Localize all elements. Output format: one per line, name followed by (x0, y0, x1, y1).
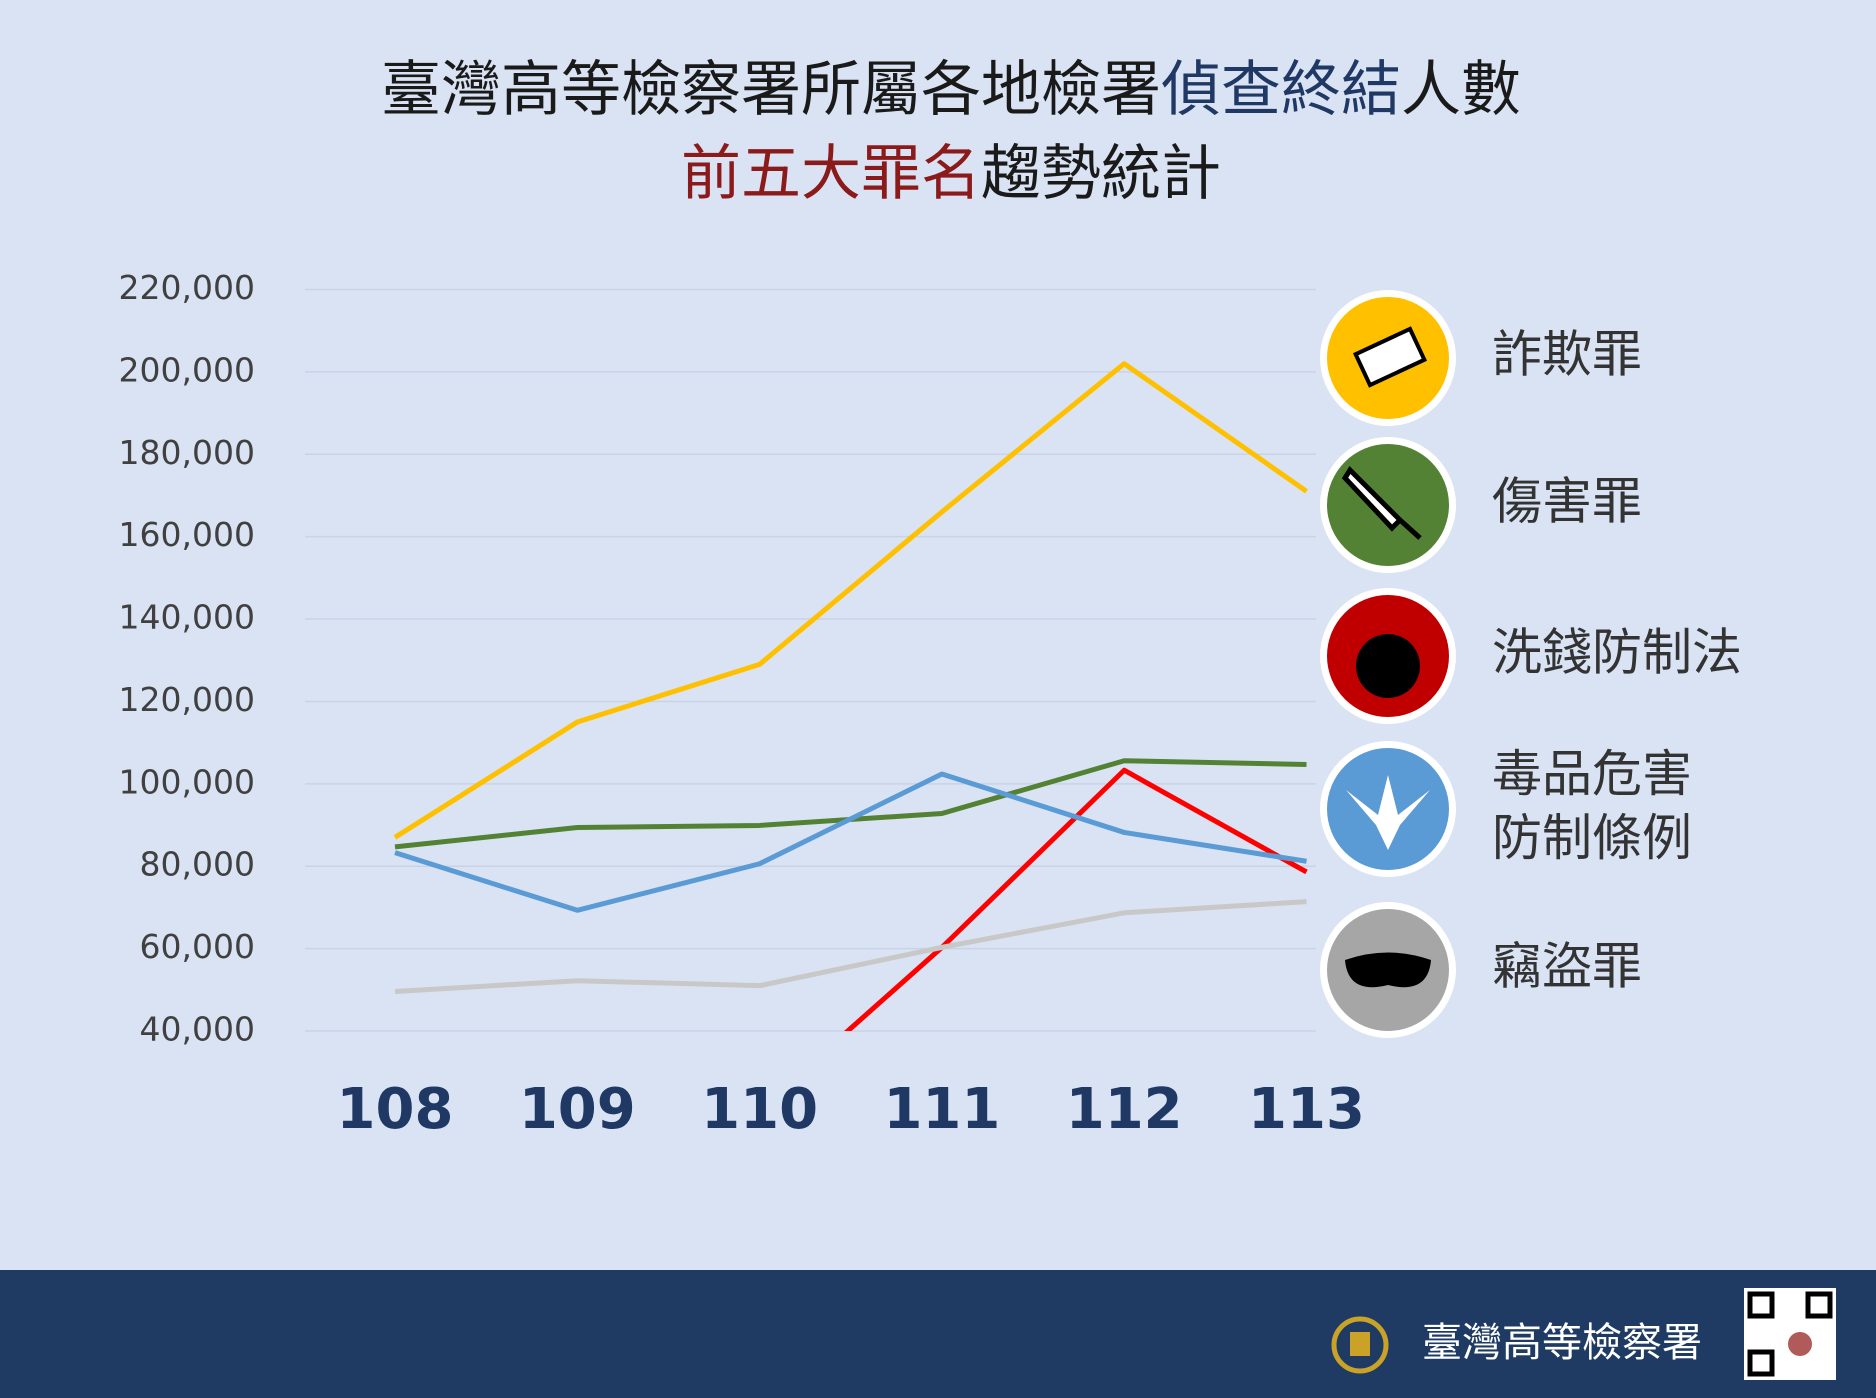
series-line (393, 361, 1308, 840)
footer-org: 臺灣高等檢察署 (1422, 1320, 1702, 1366)
footer-logo (1331, 1316, 1389, 1374)
y-tick-label: 80,000 (140, 845, 255, 884)
series-line (394, 899, 1307, 994)
title-part: 前五大罪名 (681, 139, 981, 209)
title-part: 偵查終結 (1161, 55, 1401, 125)
x-tick-label: 110 (701, 1077, 818, 1142)
series-line (394, 758, 1307, 850)
icon-bag (1356, 634, 1420, 698)
legend-label: 詐欺罪 (1492, 326, 1642, 384)
series-line (843, 767, 1308, 1031)
qr-code (1744, 1288, 1836, 1380)
chart-title: 臺灣高等檢察署所屬各地檢署偵查終結人數 (381, 55, 1521, 125)
legend-label-line: 防制條例 (1492, 809, 1692, 867)
title-part: 趨勢統計 (981, 139, 1221, 209)
chart-title: 前五大罪名趨勢統計 (681, 139, 1221, 209)
y-tick-label: 120,000 (119, 680, 255, 719)
y-tick-label: 200,000 (119, 350, 255, 389)
y-tick-label: 160,000 (119, 515, 255, 554)
y-tick-label: 60,000 (140, 927, 255, 966)
icon-bill (1352, 326, 1428, 388)
y-tick-label: 100,000 (119, 762, 255, 801)
y-tick-label: 180,000 (119, 433, 255, 472)
x-tick-label: 111 (883, 1077, 1000, 1142)
x-tick-label: 108 (337, 1077, 454, 1142)
y-tick-label: 140,000 (119, 598, 255, 637)
icon-mask (1345, 952, 1431, 988)
x-tick-label: 112 (1066, 1077, 1183, 1142)
title-part: 臺灣高等檢察署所屬各地檢署 (381, 55, 1161, 125)
y-tick-label: 220,000 (119, 268, 255, 307)
legend-label: 毒品危害防制條例 (1492, 745, 1692, 867)
title-part: 人數 (1401, 55, 1521, 125)
icon-knife (1341, 466, 1422, 540)
x-tick-label: 109 (519, 1077, 636, 1142)
legend-label: 竊盜罪 (1492, 938, 1642, 996)
x-tick-label: 113 (1248, 1077, 1365, 1142)
series-line (394, 771, 1307, 913)
footer-band (0, 1270, 1876, 1398)
legend-label: 傷害罪 (1492, 473, 1642, 531)
y-tick-label: 40,000 (140, 1010, 255, 1049)
legend-label-line: 毒品危害 (1492, 745, 1692, 803)
icon-leaf (1346, 775, 1430, 850)
legend-label: 洗錢防制法 (1492, 624, 1742, 682)
